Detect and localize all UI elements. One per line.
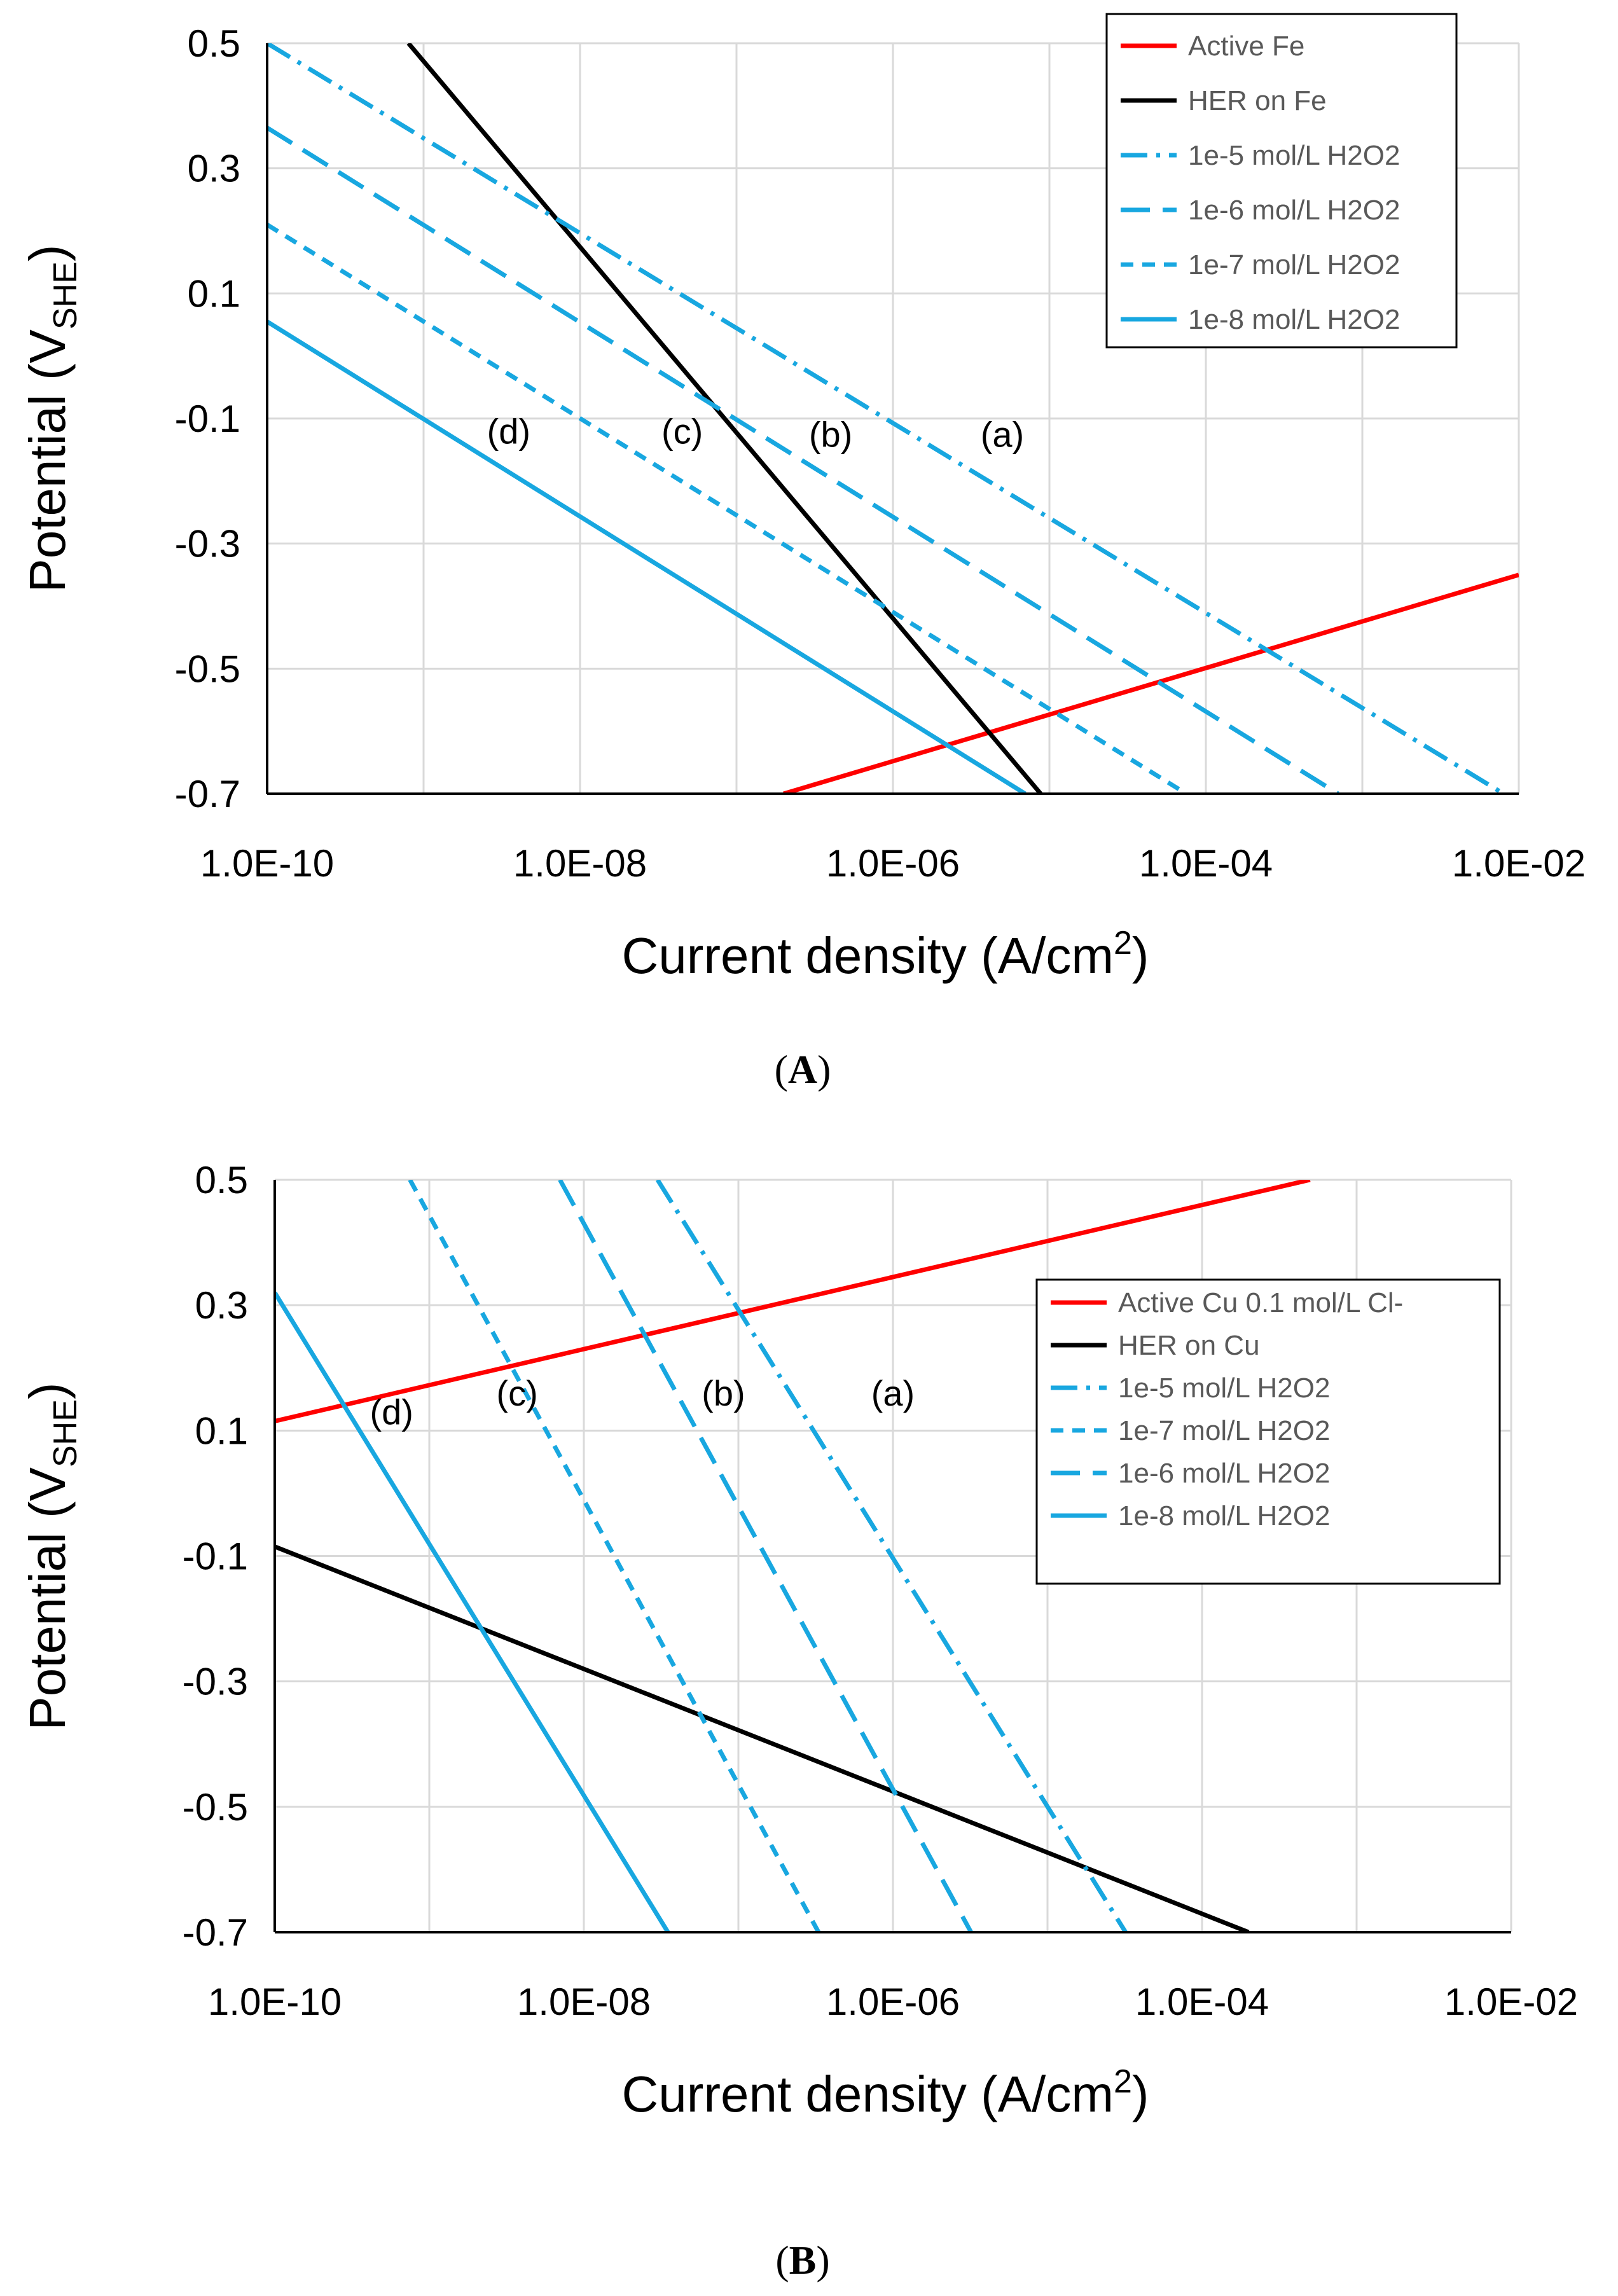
panel-label-open: ( (775, 2237, 789, 2283)
y-axis-label: Potential (VSHE) (19, 1382, 84, 1730)
curve-annotation: (a) (981, 414, 1024, 454)
y-tick-label: 0.3 (188, 148, 240, 190)
curve-annotation: (c) (496, 1373, 537, 1413)
x-axis-label-sup: 2 (1114, 2063, 1132, 2100)
panel-label: (A) (775, 1047, 831, 1092)
chart-a-legend: Active Fe HER on Fe 1e-5 mol/L H2O2 1e-6 mo… (1105, 13, 1458, 349)
legend-label: 1e-7 mol/L H2O2 (1188, 249, 1400, 280)
y-axis-label-sub: SHE (47, 1399, 84, 1467)
x-tick-label: 1.0E-08 (513, 842, 647, 885)
panel-label-letter: B (789, 2237, 817, 2283)
series-line-active-cu-0-1-mol-l-cl- (275, 1180, 1311, 1423)
panel-label: (B) (775, 2237, 829, 2283)
x-tick-label: 1.0E-02 (1452, 842, 1586, 885)
series-line-1e-7-mol-l-h2o2 (267, 223, 1188, 794)
y-tick-label: 0.1 (195, 1409, 248, 1452)
legend-box (1035, 1278, 1501, 1585)
legend-label: HER on Fe (1188, 85, 1327, 116)
panel-label-letter: A (788, 1047, 817, 1092)
legend-label: 1e-5 mol/L H2O2 (1188, 140, 1400, 171)
x-tick-label: 1.0E-04 (1139, 842, 1273, 885)
x-tick-label: 1.0E-10 (208, 1981, 342, 2023)
curve-annotation: (c) (661, 411, 703, 451)
series-line-her-on-fe (406, 43, 1042, 794)
y-tick-label: 0.5 (195, 1159, 248, 1201)
y-tick-label: -0.5 (175, 647, 240, 690)
y-axis-label-end: ) (19, 244, 76, 261)
x-tick-label: 1.0E-06 (826, 842, 960, 885)
y-axis-label-sub: SHE (47, 261, 84, 329)
chart-a-series (267, 43, 1519, 794)
chart-a: 0.5 0.3 0.1 -0.1 -0.3 -0.5 -0.7 1.0E-10 1.0E-08 1… (19, 13, 1586, 1092)
legend-label: 1e-7 mol/L H2O2 (1118, 1415, 1330, 1446)
y-tick-label: -0.3 (175, 523, 240, 565)
y-tick-label: -0.7 (175, 773, 240, 815)
panel-label-close: ) (817, 1047, 831, 1092)
curve-annotation: (b) (702, 1373, 745, 1413)
series-line-active-fe (783, 572, 1519, 794)
y-tick-label: -0.3 (183, 1661, 248, 1703)
series-line-1e-8-mol-l-h2o2 (275, 1291, 670, 1932)
curve-annotation: (d) (370, 1392, 413, 1432)
legend-label: Active Fe (1188, 31, 1304, 62)
y-tick-label: 0.5 (188, 22, 240, 65)
x-tick-label: 1.0E-10 (200, 842, 334, 885)
x-tick-label: 1.0E-04 (1135, 1981, 1269, 2023)
legend-label: HER on Cu (1118, 1330, 1260, 1361)
curve-annotation: (b) (809, 414, 852, 454)
legend-label: 1e-5 mol/L H2O2 (1118, 1373, 1330, 1404)
series-line-1e-6-mol-l-h2o2 (267, 125, 1339, 794)
y-axis-label-main: Potential (V (19, 1467, 76, 1730)
y-tick-label: -0.7 (183, 1911, 248, 1954)
y-tick-label: -0.5 (183, 1786, 248, 1829)
legend-label: 1e-8 mol/L H2O2 (1118, 1500, 1330, 1532)
legend-label: 1e-6 mol/L H2O2 (1118, 1458, 1330, 1489)
legend-box (1105, 13, 1458, 349)
x-axis-label: Current density (A/cm2) (621, 2063, 1149, 2122)
y-tick-label: -0.1 (183, 1535, 248, 1578)
curve-annotation: (d) (487, 411, 530, 451)
y-tick-label: 0.1 (188, 272, 240, 315)
panel-label-open: ( (775, 1047, 788, 1092)
chart-b: 0.5 0.3 0.1 -0.1 -0.3 -0.5 -0.7 1.0E-10 1.0E-08 1… (19, 1159, 1578, 2283)
legend-label: 1e-8 mol/L H2O2 (1188, 304, 1400, 335)
panel-label-close: ) (816, 2237, 829, 2283)
chart-b-series (275, 1180, 1311, 1932)
series-line-1e-6-mol-l-h2o2 (558, 1180, 973, 1932)
x-tick-label: 1.0E-02 (1444, 1981, 1578, 2023)
x-axis-label-end: ) (1132, 927, 1149, 984)
series-line-her-on-cu (275, 1544, 1250, 1932)
x-axis-label-end: ) (1132, 2066, 1149, 2122)
y-axis-label: Potential (VSHE) (19, 244, 84, 592)
series-line-1e-5-mol-l-h2o2 (655, 1180, 1128, 1932)
legend-label: 1e-6 mol/L H2O2 (1188, 195, 1400, 226)
legend-label: Active Cu 0.1 mol/L Cl- (1118, 1287, 1403, 1318)
x-tick-label: 1.0E-06 (826, 1981, 960, 2023)
curve-annotation: (a) (871, 1373, 915, 1413)
y-axis-label-end: ) (19, 1382, 76, 1399)
x-axis-label-main: Current density (A/cm (621, 2066, 1114, 2122)
x-tick-label: 1.0E-08 (517, 1981, 651, 2023)
y-tick-label: 0.3 (195, 1284, 248, 1327)
series-line-1e-8-mol-l-h2o2 (267, 319, 1027, 794)
y-axis-label-main: Potential (V (19, 329, 76, 592)
chart-b-legend: Active Cu 0.1 mol/L Cl- HER on Cu 1e-5 mol… (1035, 1278, 1501, 1585)
y-tick-label: -0.1 (175, 398, 240, 440)
x-axis-label: Current density (A/cm2) (621, 925, 1149, 984)
x-axis-label-sup: 2 (1114, 925, 1132, 962)
x-axis-label-main: Current density (A/cm (621, 927, 1114, 984)
